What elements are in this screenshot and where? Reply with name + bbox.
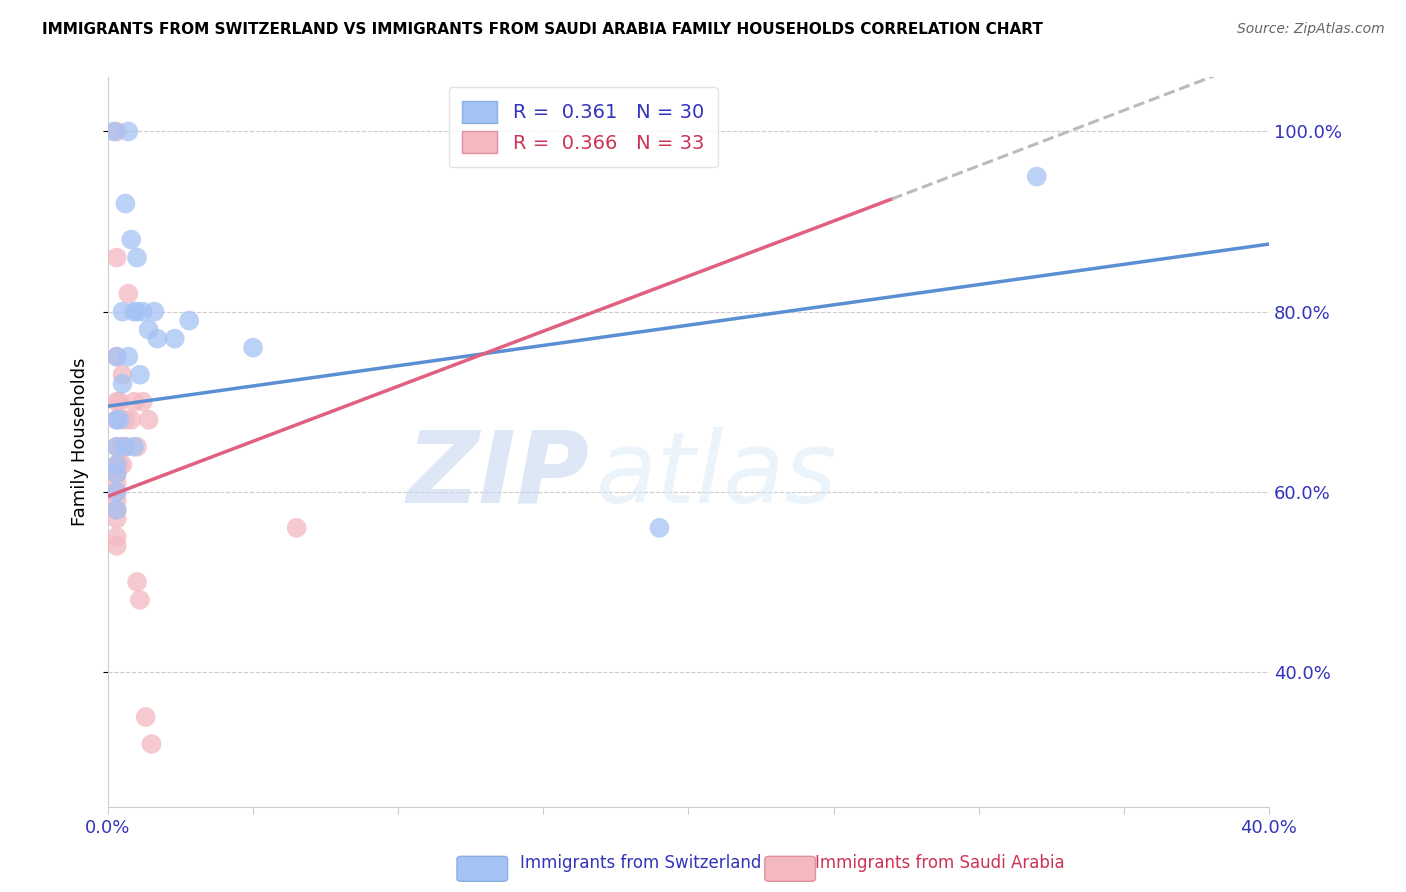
Point — [105, 503, 128, 517]
Point — [135, 710, 157, 724]
Point — [125, 574, 148, 589]
Point — [105, 467, 128, 481]
Point — [242, 341, 264, 355]
Text: ZIP: ZIP — [406, 426, 589, 524]
Point — [105, 503, 128, 517]
Point — [132, 304, 155, 318]
Point — [105, 484, 128, 499]
Point — [105, 484, 128, 499]
Point — [114, 440, 136, 454]
Point — [129, 593, 152, 607]
Point — [122, 304, 145, 318]
Point — [163, 332, 186, 346]
Point — [1025, 169, 1047, 184]
Point — [143, 304, 166, 318]
Point — [138, 413, 160, 427]
Point — [105, 475, 128, 490]
Point — [111, 376, 134, 391]
Point — [120, 413, 142, 427]
Point — [105, 458, 128, 472]
Point — [179, 313, 201, 327]
Point — [125, 304, 148, 318]
Point — [105, 350, 128, 364]
Point — [111, 368, 134, 382]
Point — [105, 493, 128, 508]
Point — [129, 368, 152, 382]
Point — [648, 521, 671, 535]
Point — [108, 394, 131, 409]
Point — [105, 530, 128, 544]
Point — [105, 440, 128, 454]
Point — [132, 394, 155, 409]
Point — [108, 458, 131, 472]
Point — [138, 323, 160, 337]
Point — [105, 413, 128, 427]
Point — [105, 394, 128, 409]
Point — [111, 304, 134, 318]
Point — [105, 350, 128, 364]
Point — [114, 440, 136, 454]
Point — [120, 233, 142, 247]
Text: atlas: atlas — [596, 426, 837, 524]
Point — [105, 539, 128, 553]
Text: Immigrants from Saudi Arabia: Immigrants from Saudi Arabia — [815, 855, 1066, 872]
Point — [105, 458, 128, 472]
Point — [141, 737, 163, 751]
Point — [117, 124, 139, 138]
Point — [114, 196, 136, 211]
Point — [114, 413, 136, 427]
Point — [117, 350, 139, 364]
Text: IMMIGRANTS FROM SWITZERLAND VS IMMIGRANTS FROM SAUDI ARABIA FAMILY HOUSEHOLDS CO: IMMIGRANTS FROM SWITZERLAND VS IMMIGRANT… — [42, 22, 1043, 37]
Point — [111, 458, 134, 472]
Legend: R =  0.361   N = 30, R =  0.366   N = 33: R = 0.361 N = 30, R = 0.366 N = 33 — [449, 87, 717, 167]
Point — [105, 251, 128, 265]
Point — [105, 124, 128, 138]
Point — [122, 394, 145, 409]
Point — [122, 440, 145, 454]
Point — [105, 413, 128, 427]
Text: Immigrants from Switzerland: Immigrants from Switzerland — [520, 855, 762, 872]
Point — [105, 467, 128, 481]
Point — [146, 332, 169, 346]
Point — [285, 521, 308, 535]
Point — [125, 251, 148, 265]
Point — [117, 286, 139, 301]
Point — [103, 124, 125, 138]
Point — [111, 440, 134, 454]
Text: Source: ZipAtlas.com: Source: ZipAtlas.com — [1237, 22, 1385, 37]
Point — [105, 512, 128, 526]
Point — [108, 413, 131, 427]
Point — [105, 440, 128, 454]
Y-axis label: Family Households: Family Households — [72, 358, 89, 526]
Point — [125, 440, 148, 454]
